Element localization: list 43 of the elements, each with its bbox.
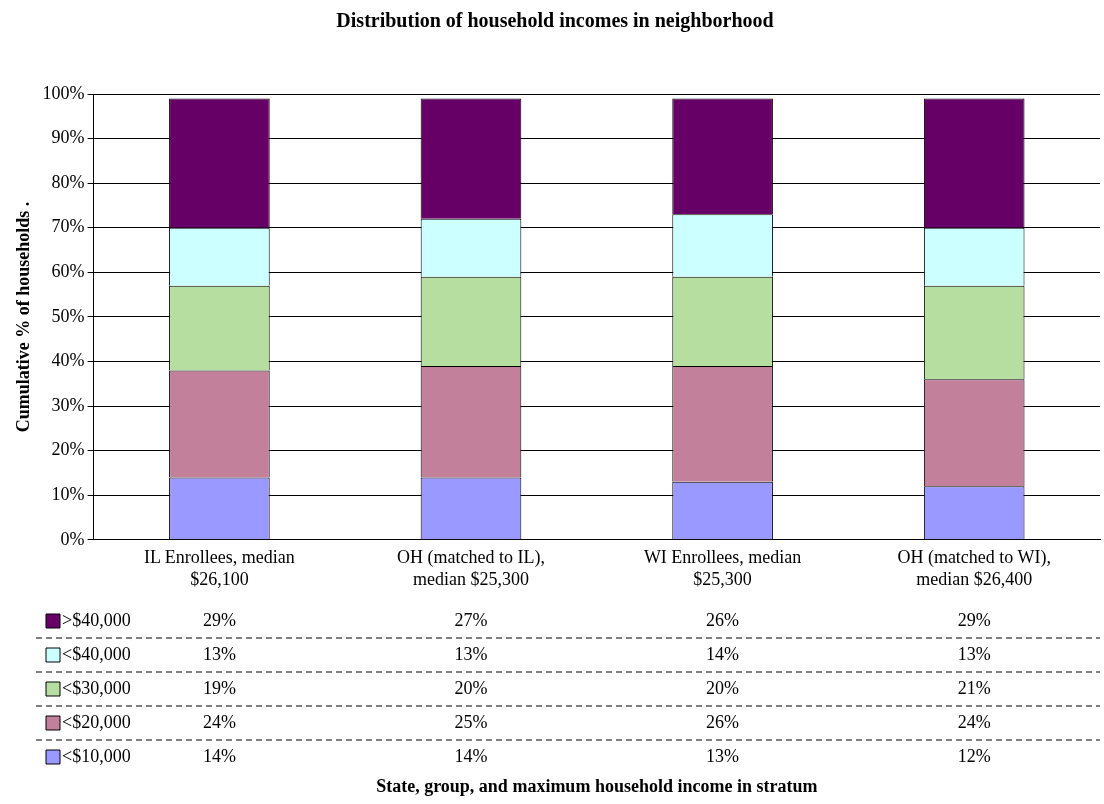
data-label: 14% bbox=[454, 745, 488, 766]
y-tick-label: 80% bbox=[51, 171, 85, 192]
data-label: 13% bbox=[202, 643, 236, 664]
data-label: 29% bbox=[957, 609, 991, 630]
x-tick-label: OH (matched to WI), median $26,400 bbox=[897, 547, 1052, 589]
y-tick-label: 0% bbox=[60, 528, 85, 549]
data-label: 14% bbox=[706, 643, 740, 664]
legend-label: <$20,000 bbox=[62, 711, 131, 732]
data-label: 25% bbox=[454, 711, 488, 732]
data-label: 24% bbox=[202, 711, 236, 732]
x-tick-label: WI Enrollees, median $25,300 bbox=[643, 547, 802, 589]
legend-label: <$10,000 bbox=[62, 745, 131, 766]
y-tick-label: 50% bbox=[51, 305, 85, 326]
data-label: 21% bbox=[957, 677, 991, 698]
y-tick-label: 60% bbox=[51, 261, 85, 282]
chart-title: Distribution of household incomes in neighborhood bbox=[336, 9, 774, 33]
data-label: 13% bbox=[454, 643, 488, 664]
data-label: 20% bbox=[706, 677, 740, 698]
y-tick-label: 20% bbox=[51, 439, 85, 460]
y-tick-label: 30% bbox=[51, 394, 85, 415]
text: State, group, and maximum household income in stratum bbox=[376, 775, 818, 796]
legend-label: <$30,000 bbox=[62, 677, 131, 698]
legend-label: <$40,000 bbox=[62, 643, 131, 664]
data-label: 12% bbox=[957, 745, 991, 766]
data-label: 26% bbox=[706, 711, 740, 732]
y-tick-label: 100% bbox=[42, 82, 85, 103]
data-label: 29% bbox=[202, 609, 236, 630]
data-label: 19% bbox=[202, 677, 236, 698]
y-tick-label: 70% bbox=[51, 216, 85, 237]
data-label: 26% bbox=[706, 609, 740, 630]
legend-label: >$40,000 bbox=[62, 609, 131, 630]
y-tick-label: 40% bbox=[51, 350, 85, 371]
y-axis-title: Cumulative % of households . bbox=[13, 201, 34, 433]
data-label: 14% bbox=[202, 745, 236, 766]
x-tick-label: OH (matched to IL), median $25,300 bbox=[397, 547, 545, 589]
data-label: 13% bbox=[706, 745, 740, 766]
y-tick-label: 10% bbox=[51, 483, 85, 504]
data-label: 24% bbox=[957, 711, 991, 732]
data-label: 13% bbox=[957, 643, 991, 664]
data-label: 27% bbox=[454, 609, 488, 630]
data-label: 20% bbox=[454, 677, 488, 698]
x-tick-label: IL Enrollees, median $26,100 bbox=[144, 547, 295, 589]
y-tick-label: 90% bbox=[51, 127, 85, 148]
